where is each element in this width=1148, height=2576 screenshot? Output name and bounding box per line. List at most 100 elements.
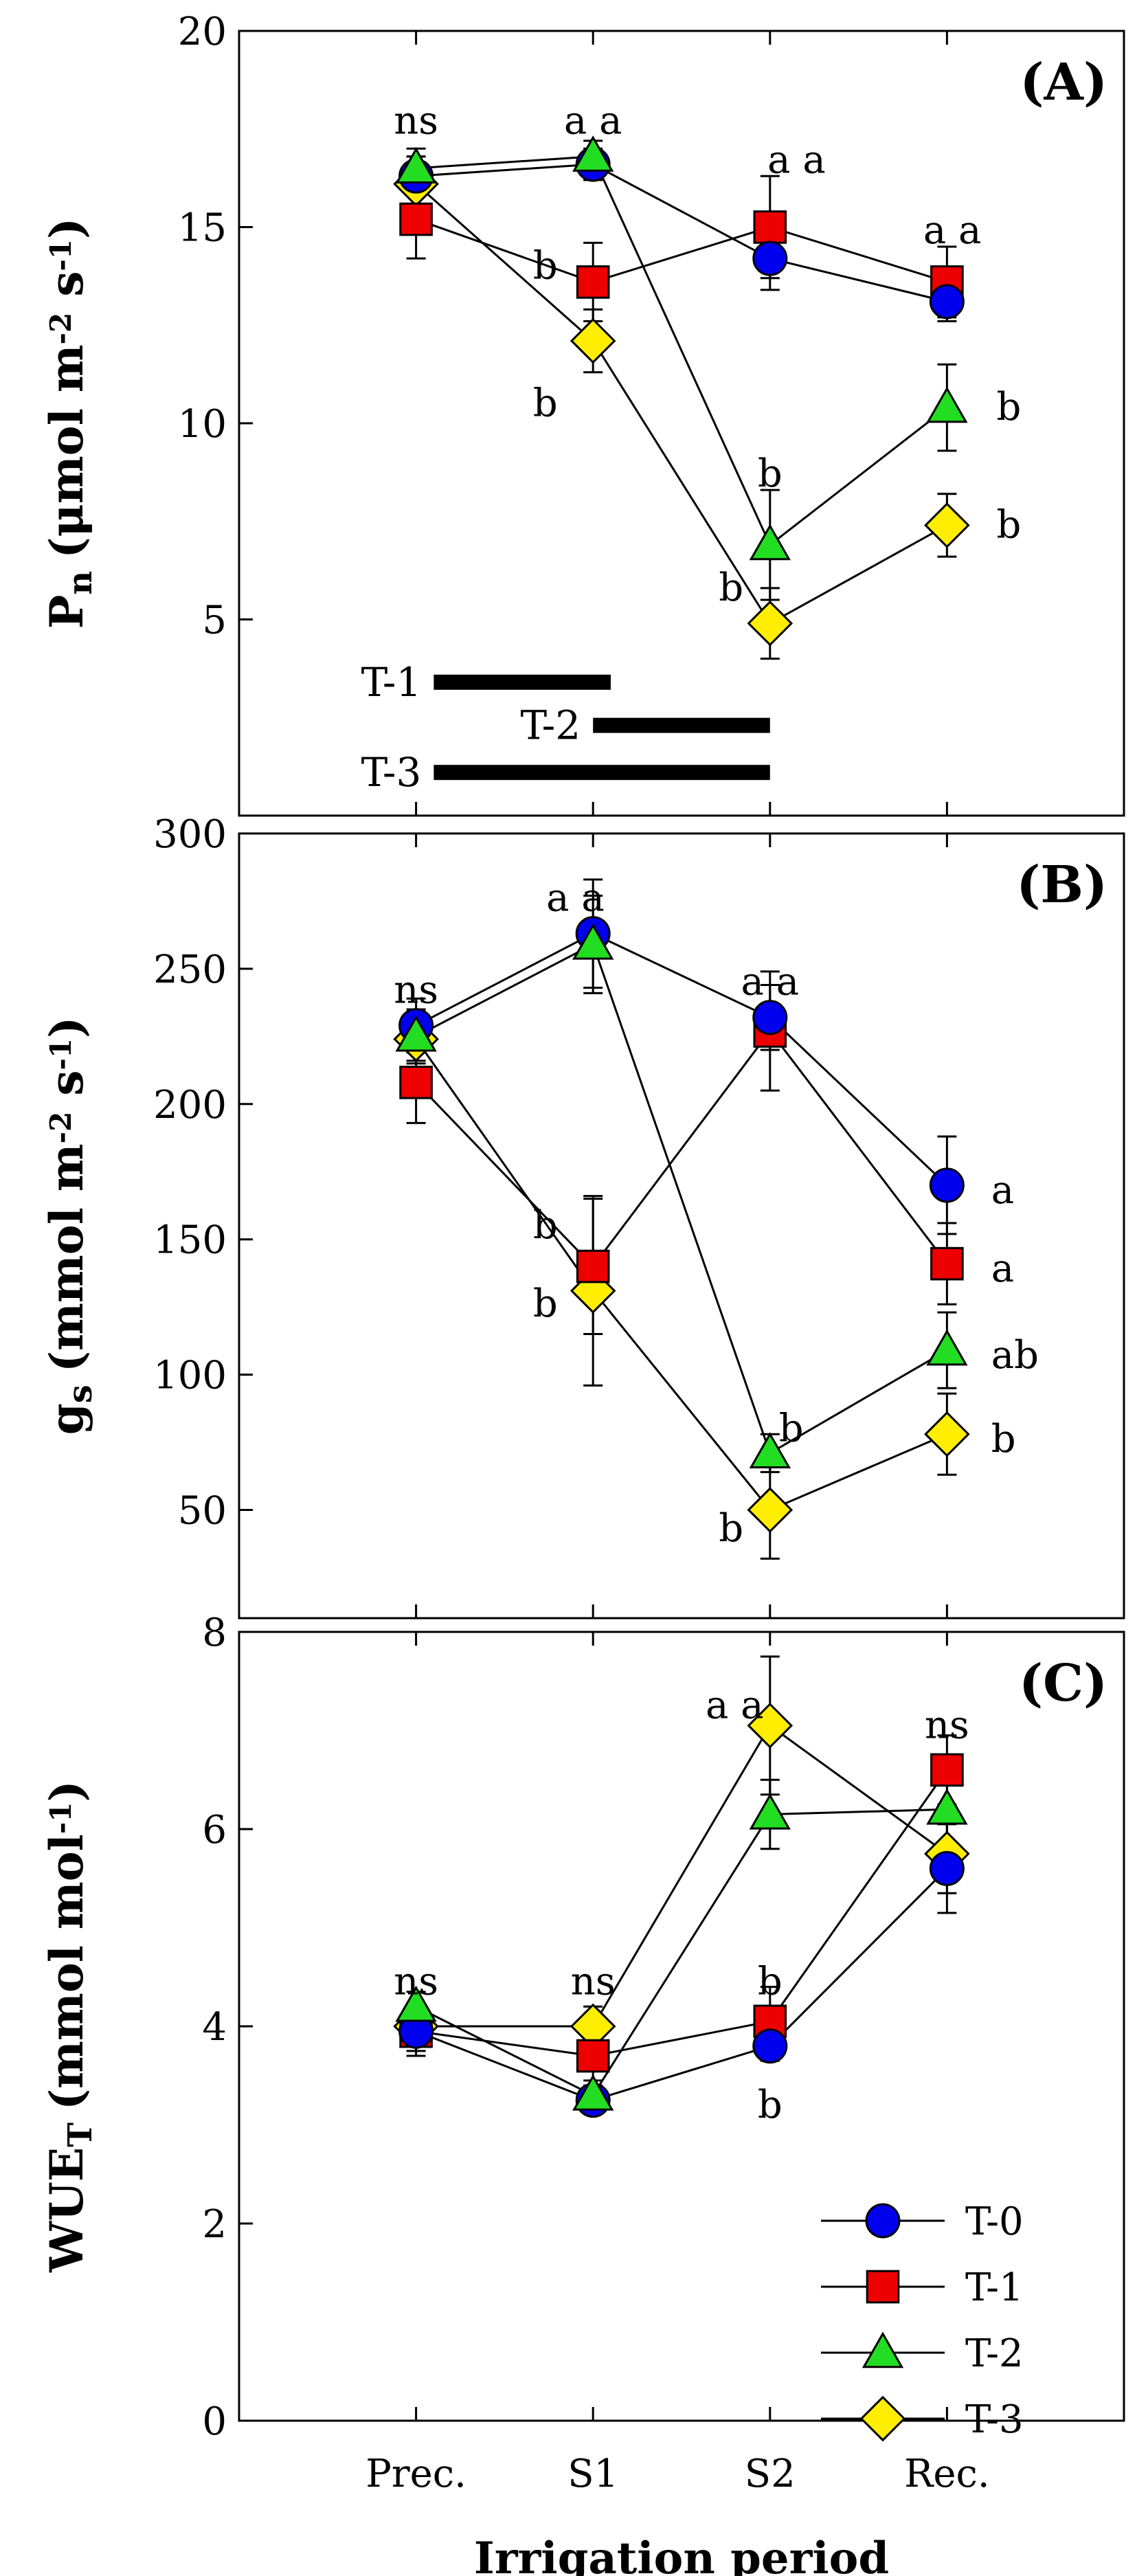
significance-label: a a <box>564 98 622 143</box>
y-tick-label: 300 <box>153 812 227 857</box>
point-t-2 <box>395 147 437 184</box>
y-axis-label-ylabel-unit-mid: s <box>40 271 93 313</box>
significance-label: b <box>533 1281 558 1326</box>
point-t-0 <box>752 1000 788 1035</box>
significance-label: b <box>719 1506 743 1551</box>
x-tick-label: Rec. <box>904 2452 989 2496</box>
y-axis-label-ylabel-unit: (mmol m <box>40 1143 93 1372</box>
treatment-bar <box>434 674 611 690</box>
y-tick-label: 0 <box>202 2399 227 2444</box>
y-axis-label-ylabel-unit: (mmol mol <box>40 1834 93 2110</box>
panel-tag: (B) <box>1016 855 1107 915</box>
x-axis-label: Irrigation period <box>474 2533 889 2576</box>
point-t-1 <box>930 1246 964 1281</box>
point-t-3 <box>924 502 970 548</box>
significance-label: a a <box>923 208 982 253</box>
point-t-1 <box>576 2039 610 2073</box>
significance-label: b <box>758 2083 783 2127</box>
point-t-0 <box>752 240 788 276</box>
y-axis-label-ylabel-unit-end: ) <box>40 1017 93 1038</box>
y-axis-label: gs(mmol m-2 s-1) <box>40 1017 100 1435</box>
y-tick-label: 5 <box>202 598 227 643</box>
series-line-t-2 <box>415 943 948 1455</box>
significance-label: b <box>533 1203 558 1248</box>
y-tick-label: 250 <box>153 948 227 992</box>
point-t-2 <box>749 1432 791 1468</box>
point-t-3 <box>747 1703 794 1749</box>
legend-label: T-0 <box>965 2199 1024 2244</box>
treatment-label: T-2 <box>520 702 581 749</box>
y-tick-label: 200 <box>153 1083 227 1128</box>
point-t-0 <box>929 284 965 320</box>
y-axis-label-ylabel-sub: s <box>61 1385 100 1403</box>
series-line-t-3 <box>416 1724 948 2028</box>
plot-frame <box>238 832 1125 1620</box>
significance-label: a a <box>767 137 826 182</box>
significance-label: ns <box>925 1703 969 1747</box>
significance-label: ns <box>394 98 438 143</box>
point-t-0 <box>752 2028 788 2064</box>
treatment-label: T-3 <box>361 749 422 796</box>
panel-tag: (C) <box>1019 1654 1107 1713</box>
significance-label: b <box>533 244 558 289</box>
legend-marker-t-3 <box>859 2395 906 2442</box>
legend-marker-t-0 <box>865 2203 901 2239</box>
treatment-label: T-1 <box>361 659 422 706</box>
significance-label: a <box>991 1246 1014 1291</box>
legend-label: T-2 <box>965 2331 1024 2376</box>
point-t-2 <box>395 1015 437 1052</box>
point-t-3 <box>570 1268 616 1314</box>
series-line-t-1 <box>415 1029 948 1268</box>
treatment-bar <box>593 717 770 733</box>
panel-1: 5 10 15 20 (A) Pn (μmol m-2 s-1) T-1 T-2 T-3 ns a a… <box>40 10 1125 817</box>
y-tick-label: 8 <box>202 1611 227 1655</box>
series-line-t-3 <box>415 1038 947 1512</box>
point-t-2 <box>749 1793 791 1830</box>
y-axis-label-ylabel-sub: n <box>61 571 100 595</box>
legend-marker-t-1 <box>866 2270 900 2304</box>
significance-label: a <box>991 1168 1014 1213</box>
point-t-1 <box>576 1249 610 1284</box>
series-line-t-2 <box>415 1808 947 2097</box>
point-t-3 <box>924 1411 970 1457</box>
series-line-t-2 <box>416 155 948 547</box>
point-t-2 <box>749 524 791 561</box>
significance-label: b <box>533 381 558 425</box>
significance-label: ns <box>571 1959 616 2004</box>
point-t-2 <box>572 2074 614 2111</box>
legend: T-0 T-1 T-2 T-3 <box>821 2199 1024 2442</box>
series-line-t-1 <box>416 1769 948 2057</box>
y-tick-label: 4 <box>202 2005 227 2050</box>
y-axis-label-ylabel-unit-mid: s <box>40 1071 93 1112</box>
significance-label: ns <box>394 967 438 1012</box>
point-t-3 <box>747 1487 794 1533</box>
significance-label: b <box>758 451 783 496</box>
point-t-1 <box>753 210 787 244</box>
point-t-2 <box>926 386 968 423</box>
series-line-t-0 <box>416 163 947 303</box>
significance-label: b <box>779 1406 804 1451</box>
point-t-1 <box>399 1065 433 1099</box>
y-tick-label: 100 <box>153 1354 227 1398</box>
point-t-2 <box>926 1329 968 1366</box>
y-tick-label: 150 <box>153 1218 227 1263</box>
y-tick-label: 6 <box>202 1808 227 1852</box>
point-t-1 <box>576 265 610 299</box>
point-t-0 <box>929 1850 965 1886</box>
y-axis-label-ylabel-unit-end: ) <box>40 218 93 239</box>
significance-label: b <box>758 1959 783 2004</box>
x-tick-label: Prec. <box>365 2452 466 2496</box>
point-t-2 <box>572 135 614 172</box>
series-line-t-0 <box>415 932 948 1187</box>
y-axis-label-ylabel-unit-end: ) <box>40 1780 93 1802</box>
y-axis-label-ylabel-main: P <box>40 595 93 629</box>
significance-label: b <box>997 502 1022 547</box>
treatment-bar <box>434 765 770 781</box>
y-tick-label: 15 <box>178 206 227 251</box>
significance-label: ab <box>991 1333 1039 1378</box>
x-tick-label: S2 <box>745 2452 796 2496</box>
y-tick-label: 20 <box>178 10 227 54</box>
series-line-t-3 <box>415 183 948 625</box>
